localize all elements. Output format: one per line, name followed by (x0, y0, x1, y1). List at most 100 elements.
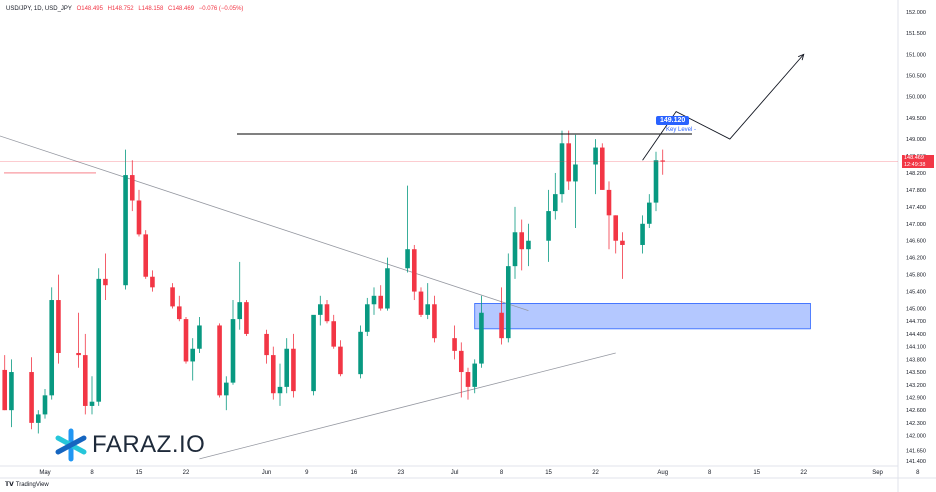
candle-body[interactable] (646, 202, 652, 224)
change-value: −0.076 (−0.05%) (198, 6, 244, 12)
candle-body[interactable] (425, 304, 431, 315)
candle-body[interactable] (9, 372, 14, 411)
candle-body[interactable] (452, 338, 457, 351)
candle-body[interactable] (190, 348, 196, 362)
candle-body[interactable] (418, 291, 424, 315)
candle-body[interactable] (378, 295, 384, 309)
candle-body[interactable] (277, 386, 283, 394)
candle-body[interactable] (620, 240, 625, 245)
candle-body[interactable] (264, 333, 269, 356)
x-tick-label: 15 (545, 470, 552, 476)
candle-body[interactable] (411, 249, 417, 292)
candle-body[interactable] (2, 369, 8, 411)
trendline[interactable] (199, 352, 616, 460)
x-tick-label: 9 (305, 470, 309, 476)
candle-body[interactable] (573, 164, 578, 182)
candle-body[interactable] (512, 232, 518, 267)
candle-body[interactable] (526, 240, 531, 250)
candle-body[interactable] (593, 147, 598, 165)
brand-text: FARAZ.IO (92, 431, 206, 458)
candle-body[interactable] (660, 160, 666, 162)
projection-path[interactable] (642, 54, 805, 161)
candle-body[interactable] (317, 304, 323, 315)
candle-body[interactable] (552, 194, 558, 212)
candle-body[interactable] (613, 215, 619, 241)
candle-body[interactable] (56, 300, 61, 353)
candle-body[interactable] (559, 143, 565, 195)
candle-body[interactable] (640, 223, 645, 245)
x-tick-label: Aug (657, 470, 668, 476)
candle-body[interactable] (519, 232, 525, 250)
candle-body[interactable] (566, 143, 572, 182)
candle-body[interactable] (183, 319, 189, 362)
candle-body[interactable] (358, 331, 363, 375)
candle-body[interactable] (505, 266, 511, 339)
candle-body[interactable] (338, 346, 343, 375)
candle-body[interactable] (385, 268, 390, 309)
x-tick-label: Jun (262, 470, 272, 476)
y-tick-label: 144.400 (906, 332, 926, 338)
y-tick-label: 151.000 (906, 52, 926, 58)
y-tick-label: 147.400 (906, 205, 926, 211)
candle-body[interactable] (311, 314, 316, 392)
candle-body[interactable] (35, 414, 41, 423)
candle-body[interactable] (176, 306, 182, 320)
candle-body[interactable] (29, 372, 34, 423)
tradingview-attribution[interactable]: 𝗧𝗩 TradingView (5, 481, 49, 489)
candle-body[interactable] (371, 295, 377, 305)
candle-body[interactable] (270, 355, 276, 394)
candle-body[interactable] (143, 234, 149, 277)
candle-body[interactable] (458, 350, 464, 373)
candle-body[interactable] (331, 321, 337, 347)
y-tick-label: 143.500 (906, 370, 926, 376)
candle-body[interactable] (237, 302, 243, 320)
candle-body[interactable] (432, 304, 437, 339)
low-value: L148.158 (138, 6, 164, 12)
candle-body[interactable] (546, 211, 551, 241)
candle-body[interactable] (103, 278, 108, 286)
close-value: C148.469 (168, 6, 195, 12)
candle-body[interactable] (606, 189, 612, 216)
candle-body[interactable] (96, 278, 102, 402)
candle-body[interactable] (653, 160, 659, 203)
candle-body[interactable] (49, 300, 55, 396)
candle-body[interactable] (472, 363, 478, 387)
candle-body[interactable] (123, 175, 128, 286)
candle-body[interactable] (599, 147, 605, 190)
trendline[interactable] (0, 124, 529, 312)
candle-body[interactable] (129, 175, 135, 201)
candle-body[interactable] (230, 319, 236, 383)
candle-body[interactable] (244, 302, 249, 334)
candle-body[interactable] (284, 348, 290, 387)
candle-body[interactable] (136, 200, 142, 235)
candle-body[interactable] (76, 352, 81, 356)
x-tick-label: 8 (708, 470, 712, 476)
candle-body[interactable] (217, 325, 222, 396)
projection-arrowhead (798, 53, 805, 61)
candle-body[interactable] (223, 382, 229, 396)
candle-body[interactable] (364, 304, 370, 332)
candle-body[interactable] (170, 287, 175, 307)
candle-body[interactable] (42, 395, 48, 415)
symbol-label[interactable]: USD/JPY, 1D, USD_JPY (6, 6, 72, 12)
y-tick-label: 150.500 (906, 74, 926, 80)
tradingview-logo-icon: 𝗧𝗩 (5, 482, 14, 488)
candle-body[interactable] (82, 355, 88, 406)
x-tick-label: 8 (500, 470, 504, 476)
candle-body[interactable] (465, 372, 471, 387)
candle-body[interactable] (150, 276, 155, 288)
demand-zone[interactable] (474, 303, 811, 330)
x-tick-label: Jul (451, 470, 459, 476)
candle-body[interactable] (89, 401, 95, 406)
x-tick-label: 15 (136, 470, 143, 476)
y-tick-label: 145.000 (906, 307, 926, 313)
candle-body[interactable] (479, 312, 484, 364)
candle-body[interactable] (405, 249, 410, 269)
candle-body[interactable] (324, 304, 330, 322)
y-tick-label: 142.900 (906, 395, 926, 401)
y-tick-label: 148.200 (906, 171, 926, 177)
candle-body[interactable] (499, 312, 504, 339)
candle-body[interactable] (291, 348, 296, 392)
candle-body[interactable] (197, 325, 202, 349)
